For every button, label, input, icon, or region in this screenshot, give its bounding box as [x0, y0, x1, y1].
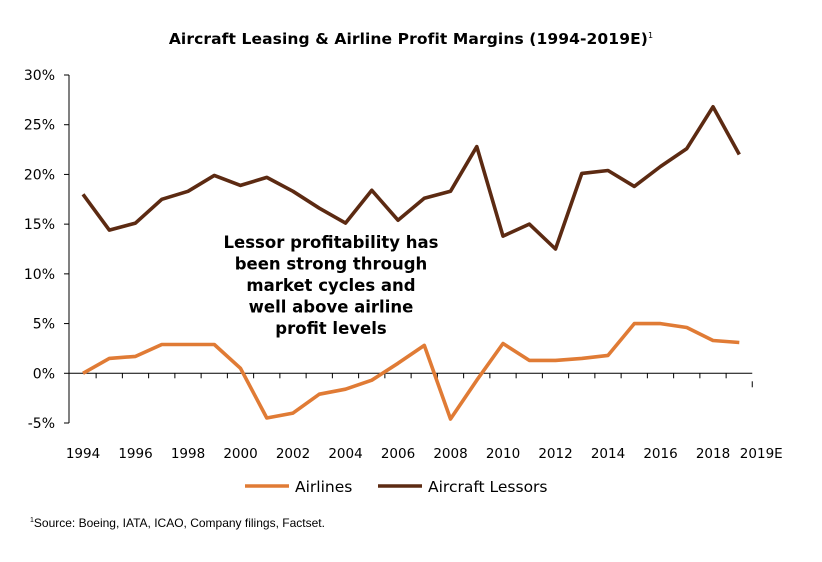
x-tick-label: 2008 — [433, 446, 467, 462]
annotation-line: market cycles and — [246, 276, 415, 295]
x-tick-label: 1998 — [171, 446, 205, 462]
x-tick-label: 2019E — [740, 446, 783, 462]
x-tick-label: 2014 — [591, 446, 625, 462]
legend: Airlines Aircraft Lessors — [245, 478, 548, 496]
source-footnote: 1Source: Boeing, IATA, ICAO, Company fil… — [30, 516, 325, 530]
annotation-line: well above airline — [249, 298, 414, 317]
y-tick-label: 10% — [24, 267, 55, 283]
y-tick-label: 25% — [24, 118, 55, 134]
x-tick-label: 2000 — [223, 446, 257, 462]
x-tick-label: 1994 — [66, 446, 100, 462]
legend-label-airlines: Airlines — [295, 478, 352, 496]
chart-annotation: Lessor profitability has been strong thro… — [224, 233, 439, 338]
y-tick-label: 20% — [24, 167, 55, 183]
y-tick-label: -5% — [28, 416, 55, 432]
legend-label-aircraft-lessors: Aircraft Lessors — [428, 478, 548, 496]
x-tick-label: 2004 — [328, 446, 362, 462]
x-tick-label: 1996 — [118, 446, 152, 462]
annotation-line: profit levels — [275, 319, 387, 338]
chart-title: Aircraft Leasing & Airline Profit Margin… — [168, 30, 654, 48]
x-tick-label: 2012 — [538, 446, 572, 462]
series-line-airlines — [82, 321, 740, 421]
x-tick-label: 2010 — [486, 446, 520, 462]
series-line-aircraft-lessors — [81, 105, 741, 251]
x-tick-label: 2006 — [381, 446, 415, 462]
x-tick-label: 2018 — [696, 446, 730, 462]
x-tick-label: 2016 — [643, 446, 677, 462]
y-tick-label: 5% — [33, 317, 55, 333]
series-layer — [81, 105, 741, 421]
y-tick-label: 0% — [33, 366, 55, 382]
y-axis: 30% 25% 20% 15% 10% 5% 0% -5% — [24, 68, 70, 432]
y-tick-label: 30% — [24, 68, 55, 84]
x-axis: 1994 1996 1998 2000 2002 2004 2006 2008 2010 2012… — [66, 372, 783, 462]
annotation-line: been strong through — [235, 255, 428, 274]
y-tick-label: 15% — [24, 217, 55, 233]
annotation-line: Lessor profitability has — [224, 233, 439, 252]
x-tick-label: 2002 — [276, 446, 310, 462]
